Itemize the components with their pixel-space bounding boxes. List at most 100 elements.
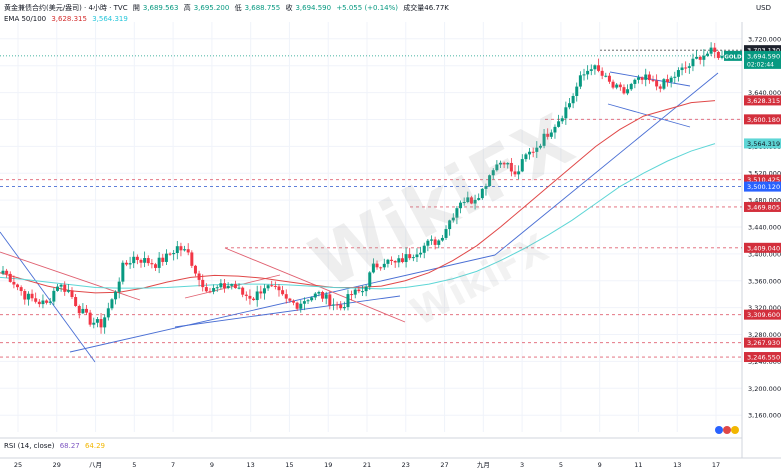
candle-body [429, 239, 433, 241]
current-price-tag [744, 50, 781, 69]
candle-body [350, 294, 354, 296]
candle-body [70, 290, 74, 298]
candle-body [110, 299, 114, 309]
trend-line [607, 103, 691, 128]
open-value: 3,689.563 [142, 4, 179, 12]
x-tick-label: 5 [132, 461, 136, 469]
candle-body [317, 291, 321, 294]
candle-body [538, 145, 542, 148]
candle-body [172, 253, 176, 255]
x-tick-label: 19 [324, 461, 332, 469]
candle-body [201, 279, 205, 288]
candle-body [408, 254, 412, 259]
x-tick-label: 29 [53, 461, 61, 469]
candle-body [5, 270, 9, 274]
candle-body [302, 301, 306, 304]
y-tick-label: 3,520.000 [748, 170, 781, 178]
candle-body [411, 257, 415, 259]
candle-body [651, 80, 655, 82]
candle-body [484, 186, 488, 189]
candle-body [691, 58, 695, 67]
candle-body [422, 245, 426, 253]
candle-body [622, 87, 626, 94]
price-axis: 3,720.0003,680.0003,640.0003,600.0003,56… [748, 35, 781, 419]
price-tag [744, 352, 781, 363]
candle-body [135, 256, 139, 260]
rsi-legend[interactable]: RSI (14, close) 68.27 64.29 [4, 442, 108, 450]
candle-body [448, 220, 452, 230]
candle-body [34, 298, 38, 302]
candle-body [208, 291, 212, 293]
candle-body [252, 298, 256, 301]
candle-body [346, 294, 350, 308]
candle-body [720, 55, 724, 58]
x-tick-label: 23 [402, 461, 410, 469]
candle-body [666, 79, 670, 82]
grid-lines [0, 22, 781, 459]
candle-body [462, 202, 466, 204]
candle-body [19, 287, 23, 292]
candle-body [55, 286, 59, 291]
flag-icon [723, 426, 731, 434]
candle-body [81, 308, 85, 314]
candle-body [215, 287, 219, 289]
candle-body [546, 133, 550, 137]
symbol-title[interactable]: 黄金兼债合约(美元/盎司) · 4小時 · TVC [4, 4, 128, 12]
candle-body [673, 76, 677, 78]
candle-body [106, 308, 110, 318]
y-tick-label: 3,320.000 [748, 304, 781, 312]
candle-body [709, 47, 713, 54]
price-tag-text: 3,309.600 [747, 311, 780, 319]
symbol-header: 黄金兼债合约(美元/盎司) · 4小時 · TVC 開 3,689.563 高 3,… [4, 3, 452, 13]
candle-body [687, 66, 691, 68]
candle-body [437, 240, 441, 245]
candle-body [277, 286, 281, 291]
price-tag-text: 3,469.805 [747, 203, 780, 211]
high-label: 高 [183, 4, 191, 12]
candle-body [607, 75, 611, 82]
candle-body [190, 252, 194, 266]
candle-body [262, 288, 266, 294]
candle-body [669, 77, 673, 82]
volume-value: 成交量46.77K [403, 4, 449, 12]
candle-body [175, 246, 179, 254]
time-axis: 25 29 八月 5 7 9 13 15 19 21 23 27 九月 3 5 9 11 13 17 [14, 460, 720, 469]
candle-body [684, 67, 688, 69]
dividend-icon [731, 426, 739, 434]
candle-body [636, 77, 640, 80]
candle-body [132, 256, 136, 264]
candle-body [535, 147, 539, 152]
trend-line [0, 231, 96, 363]
candle-body [658, 86, 662, 89]
candle-body [128, 263, 132, 265]
candle-body [586, 70, 590, 75]
candle-body [321, 291, 325, 299]
y-tick-label: 3,400.000 [748, 250, 781, 258]
candle-body [8, 273, 12, 282]
candle-body [230, 284, 234, 286]
candle-body [379, 267, 383, 269]
ema-legend[interactable]: EMA 50/100 3,628.315 3,564.319 [4, 15, 131, 23]
candle-body [139, 259, 143, 263]
price-tag [744, 201, 781, 212]
close-label: 收 [285, 4, 293, 12]
candle-body [371, 263, 375, 273]
candlesticks [1, 42, 724, 334]
candle-body [491, 170, 495, 176]
price-tag [744, 174, 781, 185]
symbol-tag [724, 50, 742, 61]
candle-body [629, 83, 633, 90]
candle-body [502, 162, 506, 165]
candle-body [88, 312, 92, 325]
candle-body [513, 171, 517, 175]
candle-body [593, 65, 597, 70]
candle-body [459, 202, 463, 209]
close-value: 3,694.590 [295, 4, 332, 12]
candle-body [281, 290, 285, 295]
x-tick-label: 5 [559, 461, 563, 469]
candle-body [375, 263, 379, 268]
candle-body [23, 291, 27, 300]
candle-body [204, 287, 208, 292]
price-tag-text: 3,510.425 [747, 176, 780, 184]
